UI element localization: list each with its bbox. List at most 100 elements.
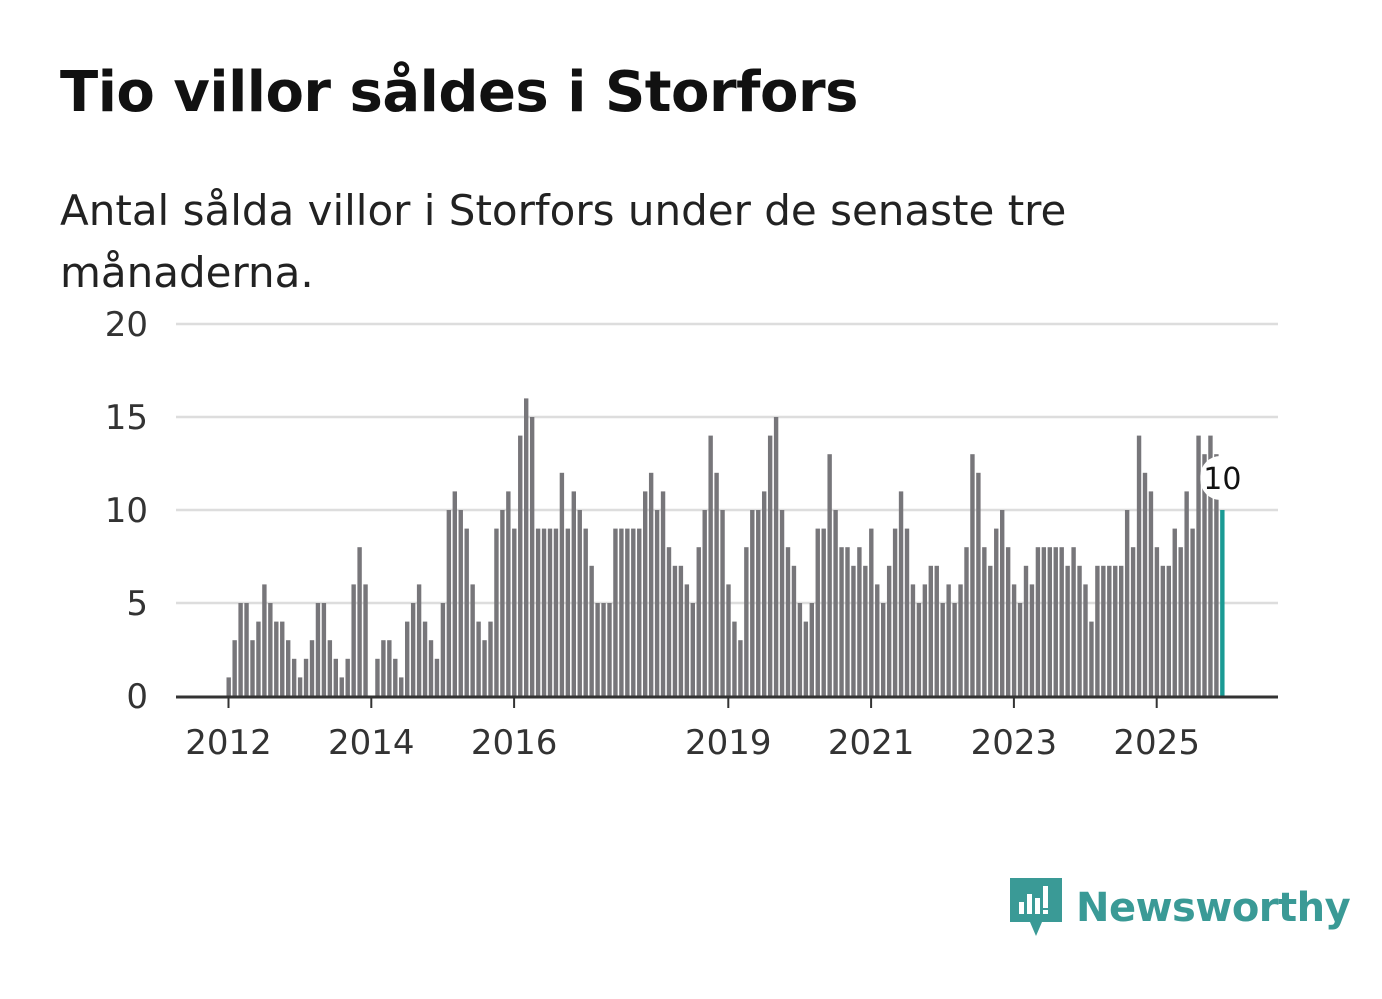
bar (863, 565, 868, 696)
bar (1029, 584, 1035, 696)
y-tick-label: 0 (126, 677, 148, 717)
bar (577, 510, 582, 696)
bar (756, 510, 761, 696)
bar (1172, 528, 1177, 696)
bar-chart: 0 5 10 15 20 2012 2014 2016 2019 2021 2023 2025 10 (105, 305, 1278, 763)
bar (1148, 491, 1154, 696)
bar (910, 584, 916, 696)
bar (1190, 528, 1195, 696)
x-tick-label: 2014 (328, 723, 415, 763)
bar (964, 547, 969, 696)
y-tick-label: 20 (105, 305, 148, 345)
bar (1119, 565, 1124, 696)
bar (541, 528, 547, 696)
bar (726, 584, 731, 696)
bar (1101, 565, 1106, 696)
bar (1017, 603, 1023, 696)
bar (762, 491, 767, 696)
bar (851, 565, 856, 696)
callout-background (1200, 456, 1245, 500)
bar (904, 528, 910, 696)
last-value-callout: 10 (1200, 456, 1245, 500)
bar (393, 658, 398, 696)
bar (797, 603, 803, 696)
bar (565, 528, 571, 696)
bar (303, 658, 309, 696)
bar (714, 472, 719, 696)
bar (708, 435, 713, 696)
bar (512, 528, 517, 696)
bar (696, 547, 701, 696)
bar (702, 510, 707, 696)
bar (976, 472, 981, 696)
bar (678, 565, 684, 696)
bar (274, 621, 279, 696)
bar (482, 640, 487, 696)
bar (232, 640, 237, 696)
bar (833, 510, 838, 696)
bar (535, 528, 541, 696)
x-tick-label: 2019 (685, 723, 772, 763)
bar (767, 435, 773, 696)
bar (839, 547, 844, 696)
bar (458, 510, 463, 696)
bar (791, 565, 797, 696)
bar-highlight (1220, 510, 1225, 696)
bar (446, 510, 452, 696)
bar (875, 584, 880, 696)
bar (809, 603, 814, 696)
bar (785, 547, 791, 696)
bar (720, 510, 725, 696)
bar (1005, 547, 1011, 696)
bar (315, 603, 321, 696)
bar (297, 677, 303, 696)
bar (589, 565, 594, 696)
bar (1142, 472, 1148, 696)
bar (803, 621, 809, 696)
bar (1095, 565, 1100, 696)
bar (958, 584, 963, 696)
bar (381, 640, 386, 696)
bar (744, 547, 749, 696)
y-tick-label: 10 (105, 491, 148, 531)
bar (410, 603, 416, 696)
x-tick-label: 2025 (1113, 723, 1200, 763)
newsworthy-logo-icon (1010, 878, 1062, 936)
bar (327, 640, 333, 696)
bar (405, 621, 410, 696)
bar (1041, 547, 1047, 696)
bar (738, 640, 743, 696)
bar (916, 603, 922, 696)
bar (309, 640, 315, 696)
bar (732, 621, 737, 696)
bar (494, 528, 499, 696)
grid-lines (176, 322, 1278, 605)
bar (1178, 547, 1183, 696)
bar (1214, 454, 1219, 696)
bar (595, 603, 600, 696)
bar (476, 621, 481, 696)
bar (779, 510, 785, 696)
x-tick-label: 2023 (971, 723, 1058, 763)
bar (625, 528, 630, 696)
bar (1202, 454, 1207, 696)
bar (1196, 435, 1201, 696)
bar (1077, 565, 1082, 696)
bar (387, 640, 392, 696)
bar (631, 528, 636, 696)
bar (434, 658, 440, 696)
bar (982, 547, 987, 696)
bar (988, 565, 993, 696)
x-axis (176, 695, 1278, 708)
bar (892, 528, 898, 696)
bars (226, 398, 1225, 696)
bar (690, 603, 695, 696)
bar (601, 603, 606, 696)
chart-title: Tio villor såldes i Storfors (60, 60, 858, 125)
bar (666, 547, 672, 696)
bar (1124, 510, 1130, 696)
bar (815, 528, 820, 696)
bar (684, 584, 690, 696)
bar (518, 435, 523, 696)
bar (1089, 621, 1094, 696)
